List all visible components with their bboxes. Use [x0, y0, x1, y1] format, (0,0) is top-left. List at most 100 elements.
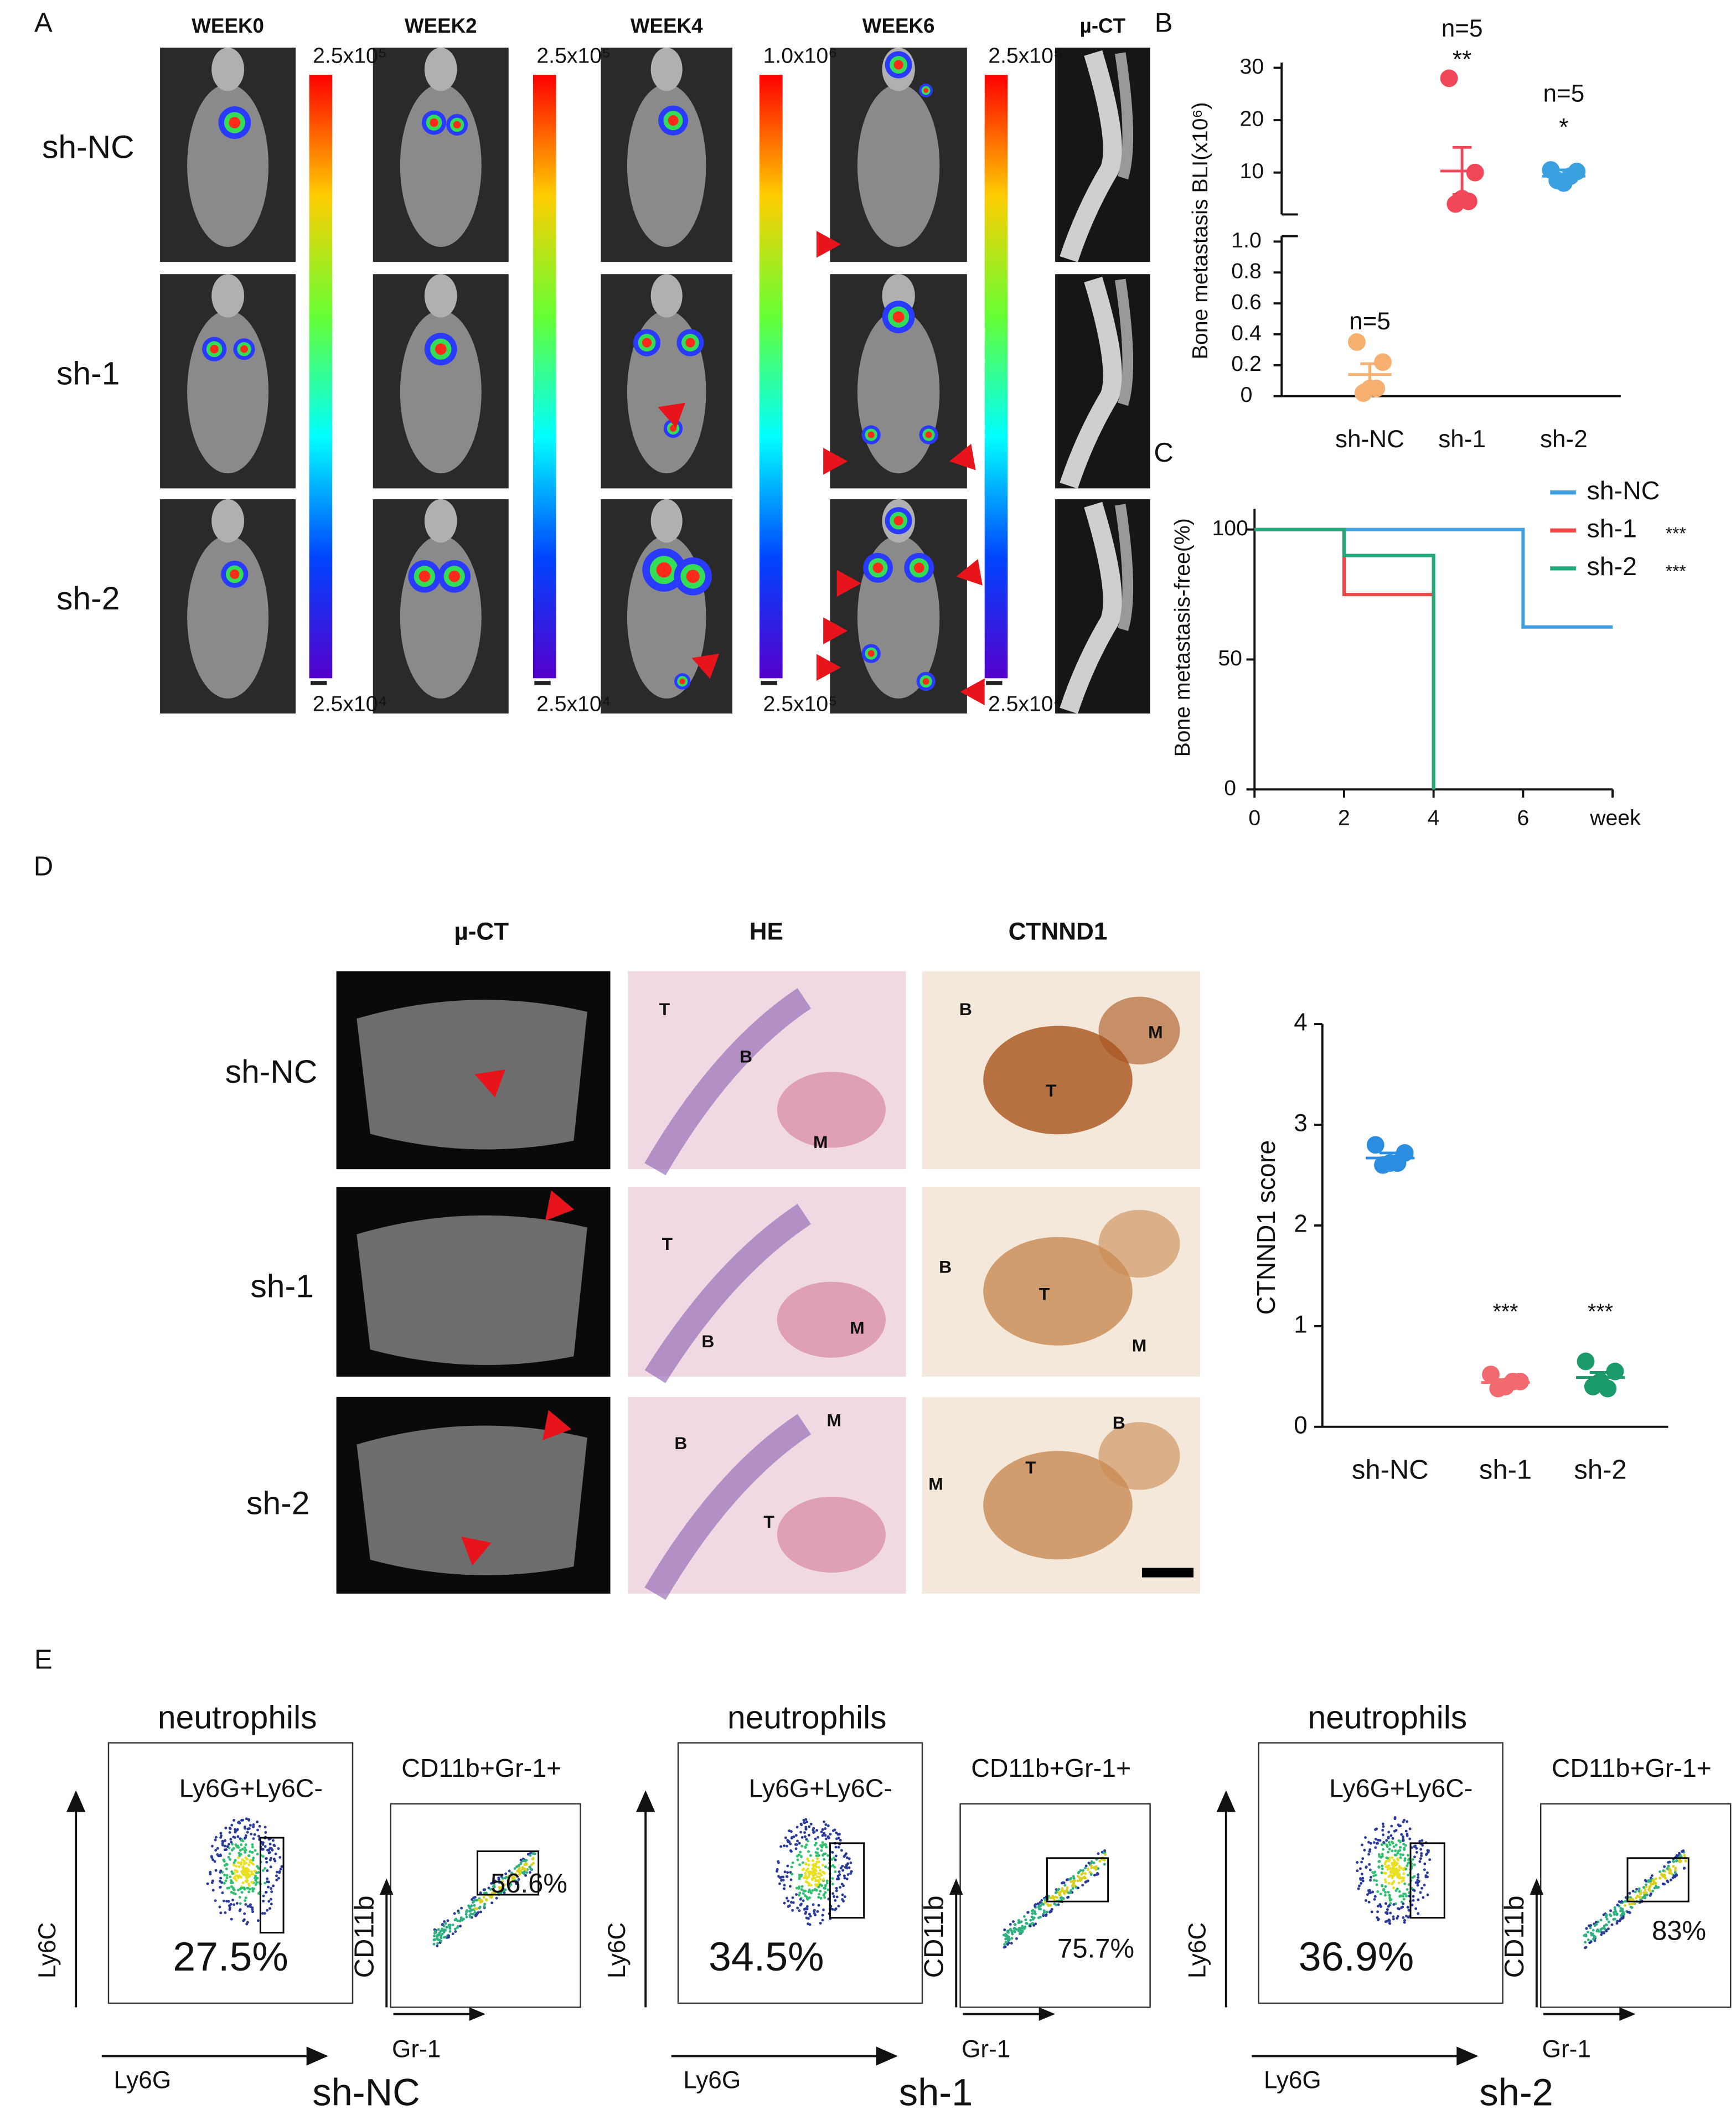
gate-label: CD11b+Gr-1+	[1552, 1754, 1712, 1782]
event	[823, 1886, 826, 1890]
signal	[656, 562, 672, 578]
event	[1394, 1849, 1397, 1853]
event	[1390, 1840, 1393, 1844]
event	[1382, 1833, 1384, 1837]
event	[524, 1868, 528, 1871]
event	[228, 1843, 231, 1846]
event	[211, 1858, 214, 1862]
bone	[1115, 52, 1134, 180]
arrowhead	[380, 1878, 394, 1895]
event	[489, 1888, 492, 1891]
event	[529, 1868, 533, 1871]
n-label: n=5	[1442, 15, 1483, 42]
event	[508, 1874, 511, 1878]
significance: *	[1559, 114, 1568, 141]
event	[786, 1871, 789, 1874]
axis-label: Gr-1	[962, 2035, 1010, 2062]
signal	[668, 115, 679, 126]
gate-label: Ly6G+Ly6C-	[179, 1774, 323, 1803]
colorbar	[760, 75, 783, 679]
event	[824, 1823, 828, 1826]
event	[800, 1823, 803, 1827]
group-label: sh-2	[1479, 2071, 1553, 2114]
event	[487, 1886, 490, 1890]
event	[1415, 1850, 1418, 1854]
event	[1650, 1874, 1654, 1877]
event	[275, 1870, 278, 1874]
event	[826, 1854, 830, 1857]
event	[1374, 1838, 1377, 1840]
event	[250, 1870, 254, 1873]
arrowhead	[949, 443, 976, 470]
event	[1003, 1943, 1006, 1946]
event	[1388, 1894, 1391, 1897]
group-label: sh-NC	[312, 2071, 420, 2114]
event	[225, 1900, 229, 1903]
event	[817, 1860, 820, 1864]
event	[839, 1886, 842, 1889]
event	[815, 1829, 818, 1832]
event	[1013, 1923, 1016, 1926]
event	[227, 1855, 230, 1859]
event	[1403, 1859, 1407, 1862]
event	[1639, 1893, 1642, 1896]
event	[1029, 1919, 1032, 1922]
event	[230, 1879, 233, 1882]
event	[813, 1909, 816, 1912]
event	[270, 1902, 273, 1906]
event	[1614, 1908, 1616, 1911]
event	[268, 1851, 271, 1854]
event	[1666, 1867, 1669, 1870]
event	[498, 1881, 501, 1884]
event	[219, 1832, 223, 1835]
event	[493, 1885, 496, 1889]
event	[1397, 1881, 1401, 1885]
event	[1009, 1923, 1012, 1926]
event	[465, 1909, 468, 1912]
event	[1063, 1884, 1067, 1887]
event	[230, 1870, 234, 1873]
event	[1635, 1888, 1638, 1891]
event	[1047, 1904, 1050, 1907]
event	[251, 1845, 254, 1849]
row-label: sh-NC	[42, 129, 135, 165]
event	[821, 1828, 824, 1831]
event	[1634, 1890, 1637, 1894]
event	[230, 1823, 234, 1827]
scale-min: 2.5x10⁴	[988, 692, 1062, 716]
event	[1103, 1863, 1106, 1866]
event	[210, 1856, 214, 1859]
event	[1613, 1913, 1616, 1916]
arrowhead	[66, 1790, 86, 1812]
event	[226, 1845, 229, 1848]
event	[264, 1866, 267, 1870]
event	[814, 1851, 818, 1854]
percentage: 34.5%	[709, 1933, 824, 1979]
event	[1388, 1874, 1392, 1877]
event	[800, 1836, 804, 1839]
data-point	[1440, 69, 1458, 87]
event	[820, 1849, 823, 1852]
y-tick-label: 30	[1240, 55, 1264, 79]
event	[1387, 1840, 1391, 1844]
event	[437, 1938, 440, 1941]
event	[237, 1889, 240, 1891]
data-point	[1489, 1379, 1507, 1398]
event	[1381, 1864, 1384, 1868]
event	[244, 1874, 247, 1877]
event	[1403, 1882, 1407, 1885]
event	[1034, 1922, 1037, 1926]
event	[804, 1889, 807, 1893]
plot-frame	[107, 1742, 354, 2004]
event	[802, 1818, 805, 1822]
event	[225, 1867, 228, 1870]
event	[233, 1836, 236, 1839]
event	[442, 1925, 446, 1928]
event	[1400, 1866, 1403, 1870]
event	[796, 1858, 799, 1862]
event	[265, 1860, 268, 1864]
event	[257, 1867, 260, 1870]
event	[800, 1844, 804, 1848]
event	[840, 1849, 843, 1852]
